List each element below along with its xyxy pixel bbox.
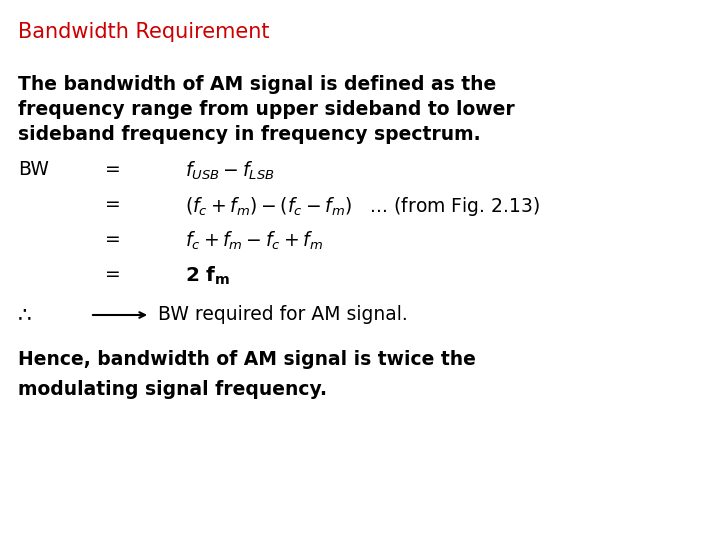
Text: $f_c + f_m - f_c + f_m$: $f_c + f_m - f_c + f_m$ [185,230,323,252]
Text: modulating signal frequency.: modulating signal frequency. [18,380,327,399]
Text: ∴: ∴ [18,305,32,325]
Text: $(f_c + f_m) - (f_c - f_m)$   ... (from Fig. 2.13): $(f_c + f_m) - (f_c - f_m)$ ... (from Fi… [185,195,540,218]
Text: BW required for AM signal.: BW required for AM signal. [158,305,408,324]
Text: =: = [105,265,121,284]
Text: $\mathbf{2\ f_m}$: $\mathbf{2\ f_m}$ [185,265,230,287]
Text: $f_{USB} - f_{LSB}$: $f_{USB} - f_{LSB}$ [185,160,274,183]
Text: =: = [105,230,121,249]
Text: BW: BW [18,160,49,179]
Text: =: = [105,160,121,179]
Text: sideband frequency in frequency spectrum.: sideband frequency in frequency spectrum… [18,125,481,144]
Text: =: = [105,195,121,214]
Text: The bandwidth of AM signal is defined as the: The bandwidth of AM signal is defined as… [18,75,496,94]
Text: frequency range from upper sideband to lower: frequency range from upper sideband to l… [18,100,515,119]
Text: Bandwidth Requirement: Bandwidth Requirement [18,22,269,42]
Text: Hence, bandwidth of AM signal is twice the: Hence, bandwidth of AM signal is twice t… [18,350,476,369]
